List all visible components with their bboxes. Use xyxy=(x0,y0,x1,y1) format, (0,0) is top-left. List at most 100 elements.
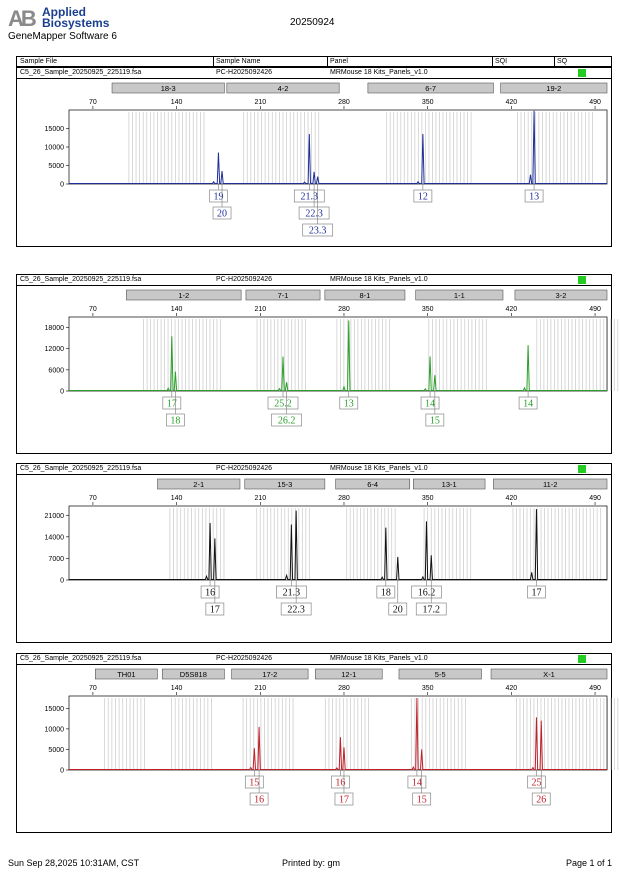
panel-name: MRMouse 18 Kits_Panels_v1.0 xyxy=(330,276,428,283)
locus-bar xyxy=(245,289,321,301)
allele-label: 26.2 xyxy=(278,416,296,427)
electropherogram-plot: 18-3 4-2 6-7 19-2 70 140 210 280 350 420 490 0 5000 1… xyxy=(45,82,608,237)
x-tick-label: 140 xyxy=(171,99,183,106)
allele-call: 17 xyxy=(334,770,354,806)
allele-label: 25 xyxy=(531,778,541,789)
panel-info-row: C5_26_Sample_20250925_225119.fsa PC-H2025… xyxy=(17,654,611,665)
allele-label: 14 xyxy=(425,399,435,410)
allele-label: 20 xyxy=(217,209,227,220)
x-tick-label: 140 xyxy=(171,685,183,692)
locus-marker: 8-1 xyxy=(324,289,406,301)
allele-call: 21.3 xyxy=(276,580,307,599)
allele-box xyxy=(302,223,334,237)
allele-label: 13 xyxy=(529,192,539,203)
x-tick-label: 420 xyxy=(506,685,518,692)
locus-label: 15-3 xyxy=(277,480,292,489)
allele-call: 17.2 xyxy=(415,580,447,616)
locus-marker: 13-1 xyxy=(413,478,486,490)
allele-label: 17 xyxy=(210,605,220,616)
x-tick-label: 420 xyxy=(506,99,518,106)
allele-label: 18 xyxy=(381,588,391,599)
col-panel: Panel xyxy=(330,58,348,65)
sample-name: PC-H2025092426 xyxy=(216,276,273,283)
allele-box xyxy=(388,602,408,616)
allele-box xyxy=(527,585,546,599)
locus-bar xyxy=(157,478,241,490)
allele-label: 26 xyxy=(536,795,546,806)
locus-bar xyxy=(226,82,340,94)
locus-marker: 5-5 xyxy=(398,668,482,680)
x-tick-label: 350 xyxy=(422,306,434,313)
signal-trace xyxy=(69,509,607,580)
allele-call: 14 xyxy=(420,391,440,410)
locus-bar xyxy=(335,478,411,490)
panel-info-row: C5_26_Sample_20250925_225119.fsa PC-H2025… xyxy=(17,464,611,475)
locus-marker: 3-2 xyxy=(514,289,608,301)
y-tick-label: 0 xyxy=(60,578,64,585)
allele-box xyxy=(411,585,442,599)
locus-bar xyxy=(314,668,383,680)
allele-box xyxy=(267,396,299,410)
allele-call: 19 xyxy=(209,184,228,203)
allele-call: 23.3 xyxy=(302,184,334,237)
x-tick-label: 350 xyxy=(422,495,434,502)
x-tick-label: 210 xyxy=(254,685,266,692)
brand-text: Applied Biosystems xyxy=(42,5,109,29)
plot-frame xyxy=(68,505,608,581)
allele-label: 15 xyxy=(249,778,259,789)
col-sq: SQ xyxy=(557,58,568,65)
x-tick-label: 490 xyxy=(589,99,601,106)
locus-marker: 1-2 xyxy=(126,289,242,301)
sq-indicator xyxy=(578,276,586,284)
locus-bar xyxy=(500,82,608,94)
allele-label: 16 xyxy=(254,795,264,806)
locus-label: 2-1 xyxy=(193,480,204,489)
signal-trace xyxy=(69,110,607,184)
brand-mark: AB xyxy=(8,6,37,31)
allele-box xyxy=(531,792,551,806)
x-tick-label: 280 xyxy=(338,99,350,106)
sample-name: PC-H2025092426 xyxy=(216,465,273,472)
allele-call: 14 xyxy=(518,391,538,410)
locus-label: 3-2 xyxy=(556,291,567,300)
locus-bar xyxy=(161,668,225,680)
panel-name: MRMouse 18 Kits_Panels_v1.0 xyxy=(330,69,428,76)
allele-call: 16 xyxy=(200,580,220,599)
allele-call: 17 xyxy=(205,580,225,616)
brand-line1: Applied xyxy=(42,5,86,19)
locus-label: 11-2 xyxy=(543,480,557,489)
allele-box xyxy=(298,206,330,220)
panel-name: MRMouse 18 Kits_Panels_v1.0 xyxy=(330,465,428,472)
plot-frame xyxy=(68,695,608,771)
allele-label: 16 xyxy=(335,778,345,789)
y-tick-label: 10000 xyxy=(45,726,65,733)
page-number: Page 1 of 1 xyxy=(566,858,613,868)
locus-label: 5-5 xyxy=(435,670,446,679)
x-tick-label: 70 xyxy=(89,495,97,502)
locus-marker: TH01 xyxy=(95,668,158,680)
allele-call: 26 xyxy=(531,770,551,806)
locus-bar xyxy=(413,478,486,490)
sample-file: C5_26_Sample_20250925_225119.fsa xyxy=(20,276,142,283)
allele-call: 21.3 xyxy=(293,184,325,203)
allele-box xyxy=(334,792,354,806)
y-tick-label: 14000 xyxy=(45,534,65,541)
allele-label: 13 xyxy=(344,399,354,410)
locus-bar xyxy=(398,668,482,680)
locus-label: 18-3 xyxy=(161,84,176,93)
allele-box xyxy=(205,602,225,616)
printed-timestamp: Sun Sep 28,2025 10:31AM, CST xyxy=(8,858,140,868)
locus-bar xyxy=(415,289,504,301)
locus-bar xyxy=(493,478,608,490)
signal-trace xyxy=(69,320,607,391)
allele-label: 17 xyxy=(167,399,177,410)
allele-label: 15 xyxy=(430,416,440,427)
allele-box xyxy=(415,602,447,616)
locus-marker: 15-3 xyxy=(244,478,326,490)
panel-3: C5_26_Sample_20250925_225119.fsa PC-H2025… xyxy=(16,463,612,643)
locus-marker: 7-1 xyxy=(245,289,321,301)
report-date: 20250924 xyxy=(290,17,335,28)
x-tick-label: 280 xyxy=(338,495,350,502)
allele-label: 23.3 xyxy=(309,226,327,237)
panel-1: C5_26_Sample_20250925_225119.fsa PC-H2025… xyxy=(16,67,612,247)
